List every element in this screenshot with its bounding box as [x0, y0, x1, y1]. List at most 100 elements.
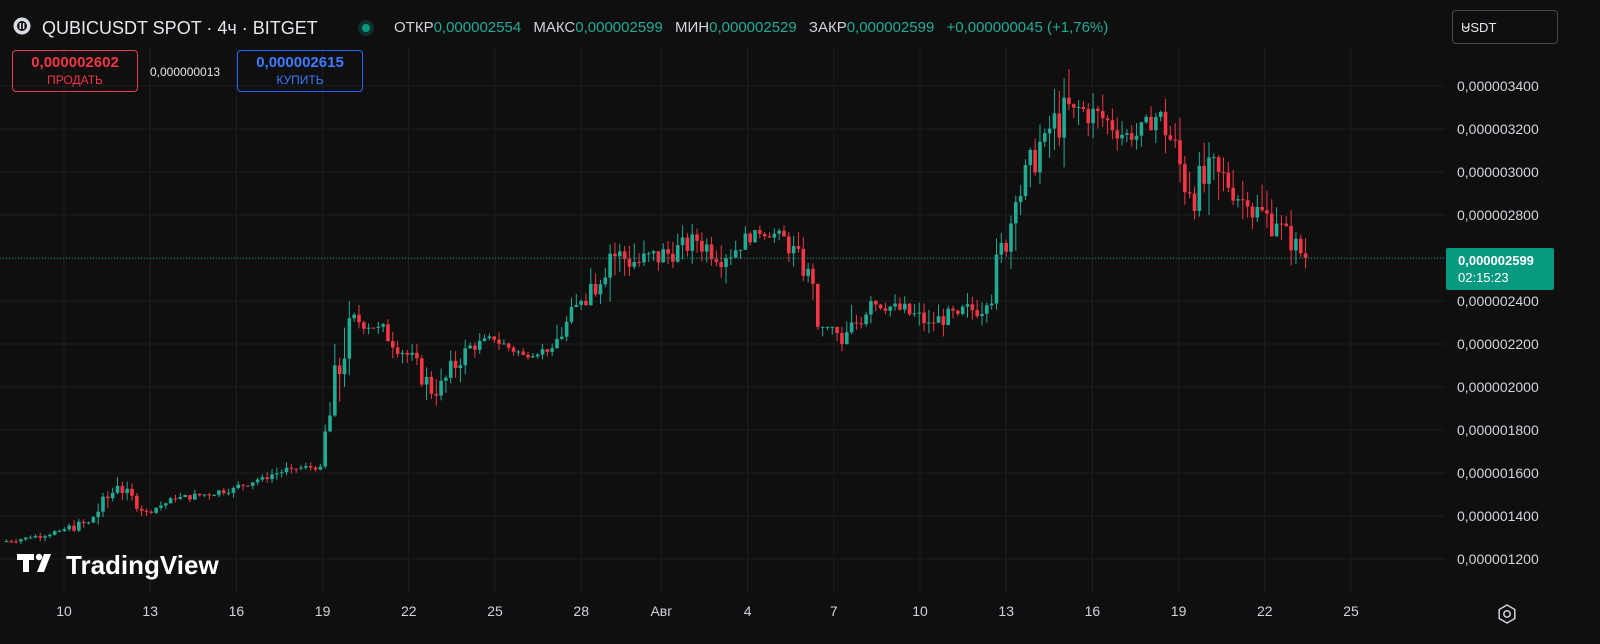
- candle-body: [651, 251, 656, 254]
- candle-body: [811, 268, 815, 284]
- candle-body: [589, 283, 593, 306]
- market-status-indicator[interactable]: [358, 20, 374, 36]
- candle-body: [482, 338, 487, 341]
- candle-body: [72, 525, 76, 531]
- candle-body: [608, 253, 612, 278]
- candle-body: [371, 327, 376, 329]
- candlestick-series: [4, 69, 1308, 545]
- x-tick-label: 7: [830, 603, 838, 619]
- candle-body: [226, 492, 231, 494]
- candle-body: [1294, 238, 1298, 251]
- x-tick-label: 4: [744, 603, 752, 619]
- candle-body: [1202, 165, 1206, 184]
- close-label: ЗАКР: [808, 19, 847, 36]
- candle-body: [637, 262, 641, 264]
- candle-body: [936, 316, 941, 323]
- candle-body: [48, 534, 52, 537]
- candle-body: [410, 352, 414, 355]
- candle-body: [444, 377, 448, 381]
- x-tick-label: 19: [1171, 603, 1187, 619]
- candle-body: [560, 336, 564, 339]
- candle-body: [1212, 157, 1216, 159]
- currency-value: USDT: [1461, 20, 1497, 35]
- candle-body: [719, 262, 723, 268]
- candle-body: [661, 249, 666, 263]
- candle-body: [424, 376, 429, 385]
- candle-body: [250, 482, 255, 486]
- candle-body: [690, 234, 695, 251]
- candle-body: [1071, 104, 1076, 108]
- candle-body: [1158, 111, 1163, 118]
- candle-body: [289, 467, 294, 469]
- candle-body: [1269, 213, 1274, 237]
- y-tick-label: 0,000003400: [1457, 78, 1539, 94]
- candle-body: [1221, 172, 1226, 173]
- x-tick-label: 25: [487, 603, 503, 619]
- high-label: МАКС: [533, 19, 576, 36]
- candle-body: [946, 308, 950, 325]
- candle-body: [555, 338, 559, 349]
- open-value: 0,000002554: [433, 19, 522, 36]
- high-value: 0,000002599: [575, 19, 663, 36]
- candle-body: [564, 321, 569, 337]
- candle-body: [931, 322, 936, 324]
- chart-header: QUBICUSDT SPOT · 4ч · BITGET ОТКР0,00000…: [0, 0, 1600, 46]
- sell-button[interactable]: 0,000002602 ПРОДАТЬ: [12, 50, 138, 92]
- sell-price: 0,000002602: [31, 54, 119, 71]
- candle-body: [883, 308, 888, 311]
- y-tick-label: 0,000001400: [1457, 508, 1539, 524]
- candle-body: [999, 242, 1004, 255]
- candle-body: [511, 347, 516, 352]
- candle-body: [506, 343, 511, 348]
- candle-body: [830, 326, 835, 328]
- last-price-label: 0,000002599 02:15:23: [1446, 248, 1554, 290]
- candle-body: [1173, 139, 1177, 141]
- candle-body: [390, 341, 395, 348]
- candle-body: [569, 306, 574, 322]
- candle-body: [550, 348, 554, 352]
- candle-body: [762, 234, 767, 237]
- candle-body: [38, 536, 43, 538]
- candle-body: [869, 301, 873, 315]
- candle-body: [801, 248, 806, 276]
- candle-body: [192, 493, 197, 500]
- candle-body: [96, 511, 100, 518]
- candle-body: [1241, 199, 1245, 201]
- candle-body: [1284, 223, 1289, 226]
- candle-body: [1197, 165, 1202, 211]
- candle-body: [806, 268, 810, 276]
- candle-body: [704, 244, 709, 252]
- x-tick-label: 13: [142, 603, 158, 619]
- candle-body: [733, 250, 738, 258]
- candle-body: [178, 496, 183, 499]
- x-tick-label: 28: [573, 603, 589, 619]
- low-label: МИН: [675, 19, 710, 36]
- candle-body: [1023, 165, 1028, 197]
- candle-body: [28, 537, 33, 539]
- candle-body: [473, 345, 477, 350]
- currency-select[interactable]: USDT ⌄: [1452, 10, 1558, 44]
- candle-body: [927, 322, 931, 324]
- candle-body: [970, 304, 975, 311]
- buy-button[interactable]: 0,000002615 КУПИТЬ: [237, 50, 363, 92]
- candle-body: [308, 466, 313, 468]
- candle-body: [545, 349, 550, 352]
- candle-body: [1163, 111, 1168, 136]
- candle-body: [758, 230, 762, 235]
- candle-body: [183, 495, 187, 497]
- chart-grid: [0, 46, 1445, 592]
- bar-countdown: 02:15:23: [1458, 270, 1509, 285]
- candle-body: [820, 326, 825, 328]
- settings-gear-icon[interactable]: [1496, 603, 1518, 625]
- candle-body: [1236, 199, 1240, 201]
- candle-body: [917, 312, 922, 314]
- candle-body: [497, 339, 501, 344]
- candle-body: [1004, 242, 1008, 252]
- x-tick-label: 13: [998, 603, 1014, 619]
- symbol-title[interactable]: QUBICUSDT SPOT · 4ч · BITGET: [42, 18, 318, 38]
- candle-body: [767, 236, 772, 238]
- qubic-logo-icon[interactable]: [13, 17, 31, 35]
- candle-body: [975, 310, 979, 317]
- candle-body: [878, 304, 883, 309]
